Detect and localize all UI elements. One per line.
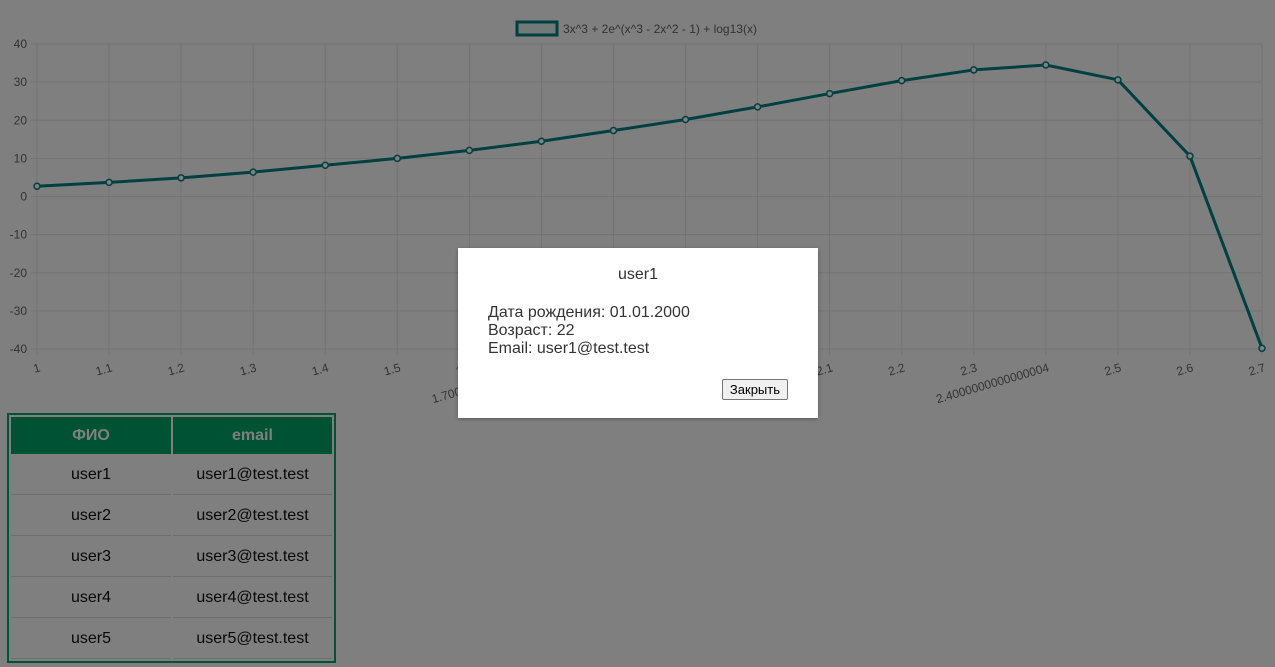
close-button[interactable]: Закрыть bbox=[721, 379, 788, 400]
modal-age: Возраст: 22 bbox=[488, 322, 575, 339]
modal-email: Email: user1@test.test bbox=[488, 340, 650, 357]
modal-birth-date: Дата рождения: 01.01.2000 bbox=[488, 304, 690, 321]
user-modal: user1 Дата рождения: 01.01.2000 Возраст:… bbox=[458, 248, 818, 418]
modal-title: user1 bbox=[617, 266, 659, 283]
